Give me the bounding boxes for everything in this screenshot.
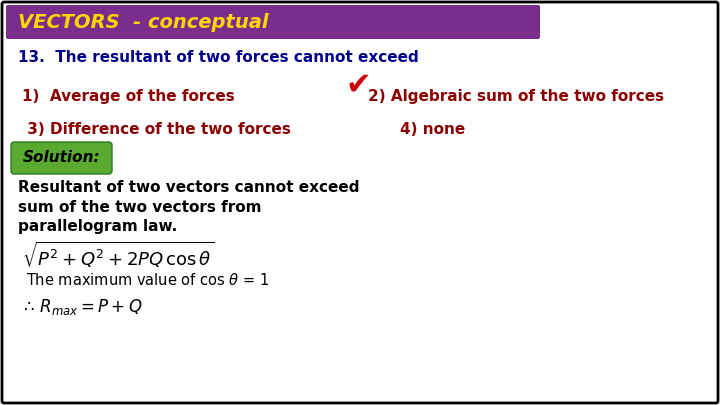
Text: sum of the two vectors from: sum of the two vectors from [18,200,261,215]
FancyBboxPatch shape [11,142,112,174]
Text: Resultant of two vectors cannot exceed: Resultant of two vectors cannot exceed [18,179,359,194]
Text: 3) Difference of the two forces: 3) Difference of the two forces [22,122,291,138]
Text: $\therefore\, R_{max} = P + Q$: $\therefore\, R_{max} = P + Q$ [20,297,143,317]
Text: 1)  Average of the forces: 1) Average of the forces [22,90,235,104]
Text: parallelogram law.: parallelogram law. [18,220,177,234]
Text: 4) none: 4) none [400,122,465,138]
Text: VECTORS  - conceptual: VECTORS - conceptual [18,13,269,32]
Text: The maximum value of cos $\theta$ = 1: The maximum value of cos $\theta$ = 1 [26,272,269,288]
FancyBboxPatch shape [6,5,540,39]
Text: $\sqrt{P^2 + Q^2 + 2PQ\,\cos\theta}$: $\sqrt{P^2 + Q^2 + 2PQ\,\cos\theta}$ [22,240,214,270]
Text: 13.  The resultant of two forces cannot exceed: 13. The resultant of two forces cannot e… [18,49,419,64]
Text: 2) Algebraic sum of the two forces: 2) Algebraic sum of the two forces [368,90,664,104]
Text: Solution:: Solution: [23,151,101,166]
Text: ✔: ✔ [345,70,371,100]
